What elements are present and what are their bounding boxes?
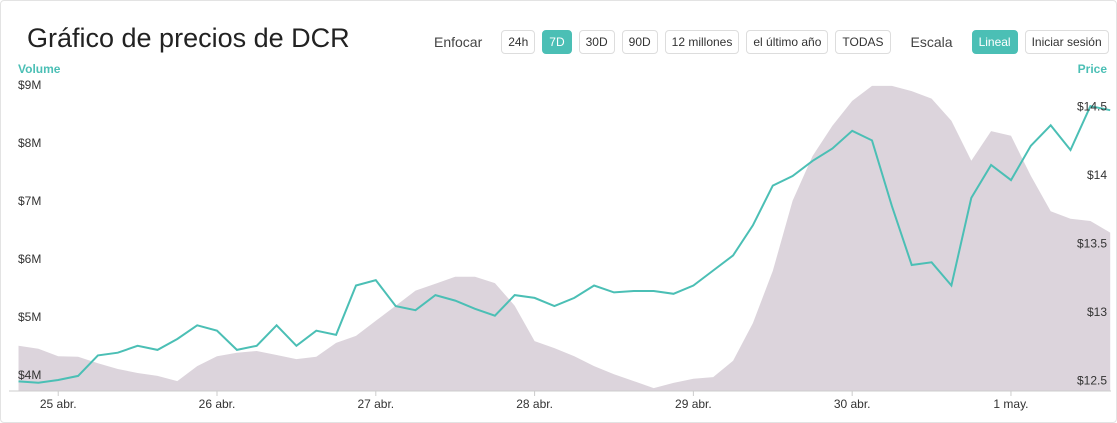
chart-title: Gráfico de precios de DCR <box>27 23 350 53</box>
zoom-button[interactable]: 12 millones <box>664 30 740 54</box>
zoom-button[interactable]: 7D <box>542 30 572 54</box>
y-tick-label: $7M <box>18 194 41 208</box>
y2-tick-label: $14 <box>1087 168 1107 182</box>
y-tick-label: $6M <box>18 252 41 266</box>
y-tick-label: $4M <box>18 368 41 382</box>
y-tick-label: $9M <box>18 78 41 92</box>
scale-button[interactable]: Lineal <box>971 30 1018 54</box>
scale-label: Escala <box>910 34 953 50</box>
price-line <box>18 104 1111 384</box>
y-tick-label: $5M <box>18 310 41 324</box>
y2-tick-label: $13 <box>1087 305 1107 319</box>
volume-area <box>18 85 1111 392</box>
zoom-button[interactable]: TODAS <box>835 30 891 54</box>
scale-group: Lineal <box>971 30 1018 54</box>
zoom-button[interactable]: 90D <box>621 30 658 54</box>
x-tick-label: 29 abr. <box>675 397 712 411</box>
zoom-label: Enfocar <box>434 34 483 50</box>
y2-tick-label: $12.5 <box>1077 374 1107 388</box>
login-button[interactable]: Iniciar sesión <box>1024 30 1109 54</box>
x-tick-label: 28 abr. <box>516 397 553 411</box>
x-tick-label: 25 abr. <box>40 397 77 411</box>
zoom-group: 24h 7D 30D 90D 12 millones el último año TODAS <box>501 30 891 54</box>
y2-axis-label: Price <box>1078 62 1108 76</box>
x-tick-label: 30 abr. <box>834 397 871 411</box>
x-tick-label: 27 abr. <box>357 397 394 411</box>
zoom-button[interactable]: 24h <box>501 30 536 54</box>
x-tick-label: 26 abr. <box>199 397 236 411</box>
zoom-button[interactable]: 30D <box>578 30 615 54</box>
y-tick-label: $8M <box>18 136 41 150</box>
zoom-button[interactable]: el último año <box>746 30 829 54</box>
y2-tick-label: $14.5 <box>1077 100 1107 114</box>
y-axis-label: Volume <box>18 62 61 76</box>
toolbar: Enfocar 24h 7D 30D 90D 12 millones el último … <box>434 30 1109 54</box>
x-tick-label: 1 may. <box>993 397 1028 411</box>
y2-tick-label: $13.5 <box>1077 237 1107 251</box>
